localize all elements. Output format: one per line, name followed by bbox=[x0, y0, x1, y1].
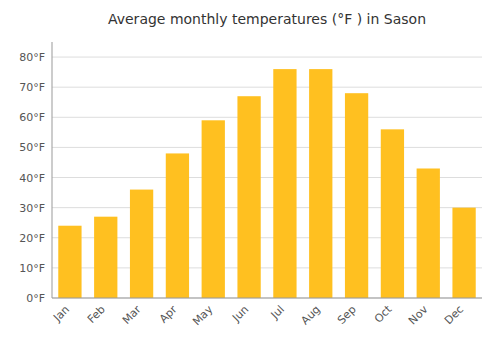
y-tick-label: 10°F bbox=[19, 262, 45, 275]
x-tick-label: May bbox=[190, 303, 216, 329]
x-tick-label: Dec bbox=[442, 303, 466, 327]
bar bbox=[130, 190, 153, 298]
x-tick-label: Feb bbox=[85, 303, 108, 326]
bar bbox=[381, 129, 404, 298]
grid-line bbox=[52, 117, 482, 118]
y-grid bbox=[52, 57, 482, 298]
y-tick-labels: 0°F 10°F 20°F 30°F 40°F 50°F 60°F 70°F 80°F bbox=[19, 51, 45, 305]
x-tick-labels: Jan Feb Mar Apr May Jun Jul Aug Sep Oct Nov Dec bbox=[50, 302, 466, 328]
x-axis-line bbox=[52, 298, 482, 299]
y-axis-line bbox=[52, 42, 53, 298]
bar bbox=[345, 93, 368, 298]
y-tick-label: 80°F bbox=[19, 51, 45, 64]
x-tick-label: Jan bbox=[50, 303, 72, 325]
chart: Average monthly temperatures (°F ) in Sa… bbox=[0, 0, 500, 350]
chart-container: Average monthly temperatures (°F ) in Sa… bbox=[0, 0, 500, 350]
bars bbox=[58, 69, 475, 298]
bar bbox=[202, 120, 225, 298]
y-tick-label: 30°F bbox=[19, 202, 45, 215]
grid-line bbox=[52, 147, 482, 148]
bar bbox=[94, 217, 117, 298]
bar bbox=[273, 69, 296, 298]
grid-line bbox=[52, 87, 482, 88]
x-tick-label: Jun bbox=[229, 303, 251, 325]
x-tick-label: Nov bbox=[406, 303, 431, 328]
grid-line bbox=[52, 57, 482, 58]
bar bbox=[237, 96, 260, 298]
x-tick-label: Oct bbox=[372, 302, 395, 325]
bar bbox=[309, 69, 332, 298]
y-tick-label: 70°F bbox=[19, 81, 45, 94]
y-tick-label: 60°F bbox=[19, 111, 45, 124]
y-tick-label: 20°F bbox=[19, 232, 45, 245]
y-tick-label: 40°F bbox=[19, 172, 45, 185]
bar bbox=[58, 226, 81, 298]
grid-line bbox=[52, 298, 482, 299]
x-tick-label: Apr bbox=[157, 303, 180, 326]
y-tick-label: 50°F bbox=[19, 141, 45, 154]
y-tick-label: 0°F bbox=[26, 292, 45, 305]
bar bbox=[452, 208, 475, 298]
x-tick-label: Jul bbox=[268, 303, 287, 322]
title: Average monthly temperatures (°F ) in Sa… bbox=[108, 11, 426, 27]
x-tick-label: Aug bbox=[298, 303, 322, 327]
bar bbox=[166, 153, 189, 298]
x-tick-label: Sep bbox=[335, 303, 359, 327]
bar bbox=[417, 168, 440, 298]
x-tick-label: Mar bbox=[120, 303, 144, 327]
